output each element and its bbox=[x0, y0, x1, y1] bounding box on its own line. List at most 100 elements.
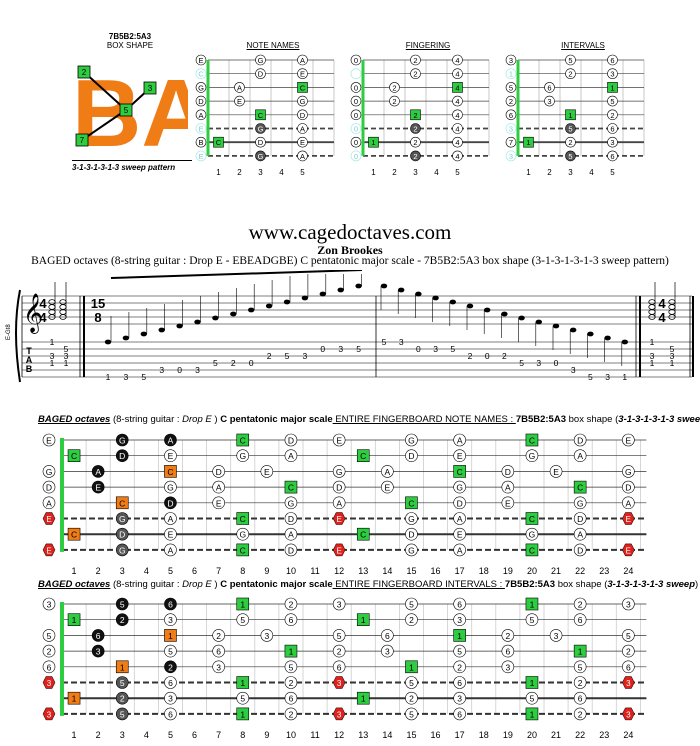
scale-note-label: 5 bbox=[578, 662, 583, 672]
panel-note bbox=[565, 136, 576, 148]
scale-note bbox=[164, 480, 177, 494]
panel-note-label: G bbox=[258, 152, 264, 161]
panel-note bbox=[195, 150, 207, 162]
time-sig-den: 4 bbox=[39, 310, 47, 325]
scale-note-label: 2 bbox=[578, 678, 583, 688]
site-url[interactable]: www.cagedoctaves.com bbox=[248, 220, 452, 244]
chord-note bbox=[668, 299, 676, 305]
scale-note bbox=[42, 676, 56, 689]
scale-note bbox=[284, 691, 298, 705]
panel-note bbox=[607, 82, 618, 93]
tab-number: 1 bbox=[622, 372, 627, 382]
scale-note-label: E bbox=[168, 530, 174, 540]
logo-mark-label: 2 bbox=[82, 68, 87, 77]
scale-note bbox=[115, 543, 129, 557]
panel-fret-number: 4 bbox=[279, 168, 284, 177]
scale-note-label: G bbox=[408, 545, 415, 555]
run-note bbox=[104, 339, 112, 345]
scale-note bbox=[405, 660, 418, 674]
scale-note bbox=[405, 707, 418, 721]
panel-note-label: 0 bbox=[354, 138, 358, 147]
fret-number: 22 bbox=[575, 566, 585, 576]
scale-note-label: E bbox=[505, 498, 511, 508]
scale-note bbox=[332, 660, 346, 674]
scale-note bbox=[332, 707, 346, 721]
scale-note bbox=[164, 449, 177, 463]
tab-number: 0 bbox=[249, 358, 254, 368]
scale-note bbox=[525, 676, 539, 689]
panel-note bbox=[505, 136, 517, 148]
scale-note-label: D bbox=[505, 467, 511, 477]
chord-note bbox=[668, 309, 676, 315]
panel-note-label: A bbox=[198, 111, 203, 120]
scale-note bbox=[501, 480, 515, 494]
panel-fret-number: 4 bbox=[434, 168, 439, 177]
scale-note bbox=[115, 707, 129, 721]
scale-note bbox=[501, 660, 515, 674]
panel-note bbox=[544, 82, 555, 93]
panel-note bbox=[195, 95, 207, 107]
scale-note bbox=[573, 707, 587, 721]
scale-note bbox=[453, 644, 466, 658]
scale-note bbox=[453, 543, 466, 557]
scale-note-label: 3 bbox=[337, 710, 342, 719]
scale-note-label: C bbox=[240, 514, 246, 524]
panel-note-label: 4 bbox=[455, 111, 459, 120]
scale-note bbox=[42, 644, 56, 658]
scale-note-label: G bbox=[408, 514, 415, 524]
scale-note bbox=[67, 691, 81, 705]
tab-number: 0 bbox=[485, 351, 490, 361]
scale-note bbox=[332, 597, 346, 611]
chord-note bbox=[48, 309, 56, 315]
scale-note-label: 1 bbox=[289, 647, 294, 657]
scale-note-label: 3 bbox=[47, 710, 52, 719]
time-sig-num: 4 bbox=[39, 296, 47, 311]
scale-note bbox=[42, 597, 56, 611]
panel-note bbox=[452, 68, 463, 80]
panel-note-label: D bbox=[258, 70, 264, 79]
scale-note-label: 3 bbox=[337, 600, 342, 610]
scale-note-label: 1 bbox=[530, 600, 535, 610]
scale-note-label: 5 bbox=[530, 694, 535, 704]
scale-note-label: G bbox=[239, 530, 246, 540]
scale-note bbox=[236, 691, 250, 705]
panel-note bbox=[607, 150, 618, 162]
scale-note-label: A bbox=[95, 467, 101, 477]
scale-note-label: E bbox=[216, 498, 222, 508]
scale-note bbox=[284, 660, 298, 674]
scale-note bbox=[356, 527, 370, 541]
scale-note bbox=[284, 676, 298, 689]
scale-note bbox=[115, 449, 129, 463]
scale-note bbox=[573, 433, 587, 447]
scale-note bbox=[212, 480, 225, 494]
scale-note-label: 6 bbox=[47, 662, 52, 672]
fret-number: 11 bbox=[310, 730, 319, 740]
tab-number: 3 bbox=[650, 351, 655, 361]
run-note bbox=[283, 299, 291, 305]
scale-note-label: D bbox=[288, 545, 294, 555]
scale-note-label: G bbox=[456, 483, 463, 493]
panel-note-label: A bbox=[300, 56, 305, 65]
fingerboard-intervals-title: BAGED octaves (8-string guitar : Drop E … bbox=[38, 579, 699, 590]
scale-note bbox=[332, 512, 346, 525]
scale-note bbox=[115, 512, 129, 525]
scale-note bbox=[525, 691, 539, 705]
scale-note-label: 2 bbox=[120, 694, 125, 704]
scale-note-label: E bbox=[168, 451, 174, 461]
fret-number: 22 bbox=[575, 730, 585, 740]
scale-note-label: 2 bbox=[505, 631, 510, 641]
fret-number: 16 bbox=[431, 566, 441, 576]
time-sig-num: 15 bbox=[91, 296, 105, 311]
scale-note bbox=[622, 480, 635, 494]
scale-note-label: G bbox=[239, 451, 246, 461]
scale-note bbox=[453, 707, 466, 721]
panel-note-label: 6 bbox=[610, 152, 614, 161]
scale-note bbox=[91, 465, 105, 478]
scale-note bbox=[212, 660, 225, 674]
scale-note-label: E bbox=[626, 546, 631, 555]
panel-fret-number: 5 bbox=[300, 168, 305, 177]
fret-number: 10 bbox=[286, 730, 296, 740]
scale-note bbox=[284, 707, 298, 721]
scale-note bbox=[573, 691, 587, 705]
